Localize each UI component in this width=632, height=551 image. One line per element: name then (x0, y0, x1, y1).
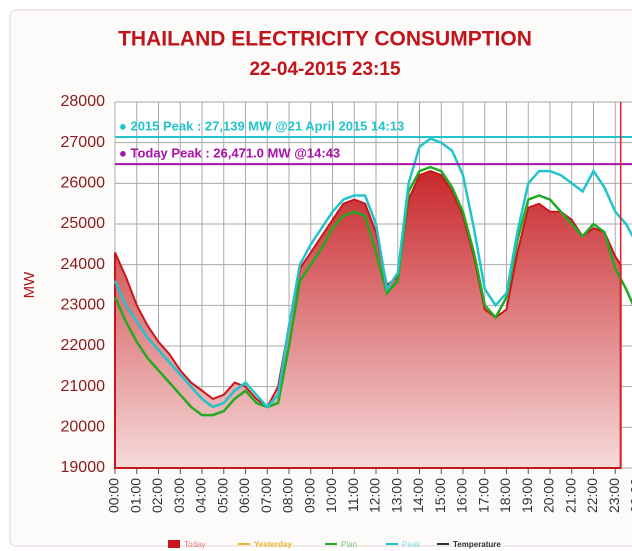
x-tick-label: 22:00 (584, 478, 600, 513)
x-tick-label: 23:00 (606, 478, 622, 513)
line (113, 137, 632, 409)
x-tick-label: 01:00 (127, 478, 143, 513)
y-tick-label: 26000 (61, 175, 106, 192)
x-tick-label: 00:00 (106, 478, 122, 513)
chart-subtitle: 22-04-2015 23:15 (249, 59, 400, 80)
y-tick-label: 22000 (61, 337, 106, 354)
y-tick-label: 28000 (61, 93, 106, 110)
line (113, 165, 632, 417)
reference-label: ● Today Peak : 26,471.0 MW @14:43 (119, 146, 340, 161)
legend-label: Today (184, 540, 205, 549)
y-tick-label: 25000 (61, 215, 106, 232)
y-tick-label: 23000 (61, 297, 106, 314)
x-tick-label: 16:00 (454, 478, 470, 513)
x-tick-label: 11:00 (345, 478, 361, 512)
y-tick-label: 24000 (61, 256, 106, 273)
y-tick-label: 20000 (61, 419, 106, 436)
chart-title: THAILAND ELECTRICITY CONSUMPTION (118, 28, 532, 51)
x-tick-label: 05:00 (214, 478, 230, 513)
x-tick-label: 18:00 (497, 478, 513, 513)
legend-label: Temperature (453, 540, 501, 549)
reference-label: ● 2015 Peak : 27,139 MW @21 April 2015 1… (119, 118, 404, 133)
x-tick-label: 06:00 (236, 478, 252, 513)
legend-label: Yesterday (254, 540, 292, 549)
legend-label: Peak (402, 540, 421, 549)
y-tick-label: 27000 (61, 134, 106, 151)
x-tick-label: 09:00 (301, 478, 317, 513)
legend-swatch (168, 540, 180, 548)
legend-label: Plan (341, 540, 357, 549)
x-tick-label: 15:00 (432, 478, 448, 513)
x-tick-label: 03:00 (171, 478, 187, 513)
x-tick-label: 12:00 (367, 478, 383, 513)
x-tick-label: 02:00 (149, 478, 165, 513)
y-tick-label: 21000 (61, 378, 106, 395)
x-tick-label: 07:00 (258, 478, 274, 513)
y-tick-label: 19000 (61, 459, 106, 476)
x-tick-label: 14:00 (410, 478, 426, 513)
x-tick-label: 08:00 (280, 478, 296, 513)
y-axis-label: MW (21, 271, 38, 298)
x-tick-label: 19:00 (519, 478, 535, 513)
x-tick-label: 20:00 (541, 478, 557, 513)
x-tick-label: 00:00 (628, 478, 632, 513)
x-tick-label: 13:00 (388, 478, 404, 513)
x-tick-label: 17:00 (475, 478, 491, 513)
x-tick-label: 10:00 (323, 478, 339, 513)
x-tick-label: 21:00 (562, 478, 578, 513)
x-tick-label: 04:00 (193, 478, 209, 513)
